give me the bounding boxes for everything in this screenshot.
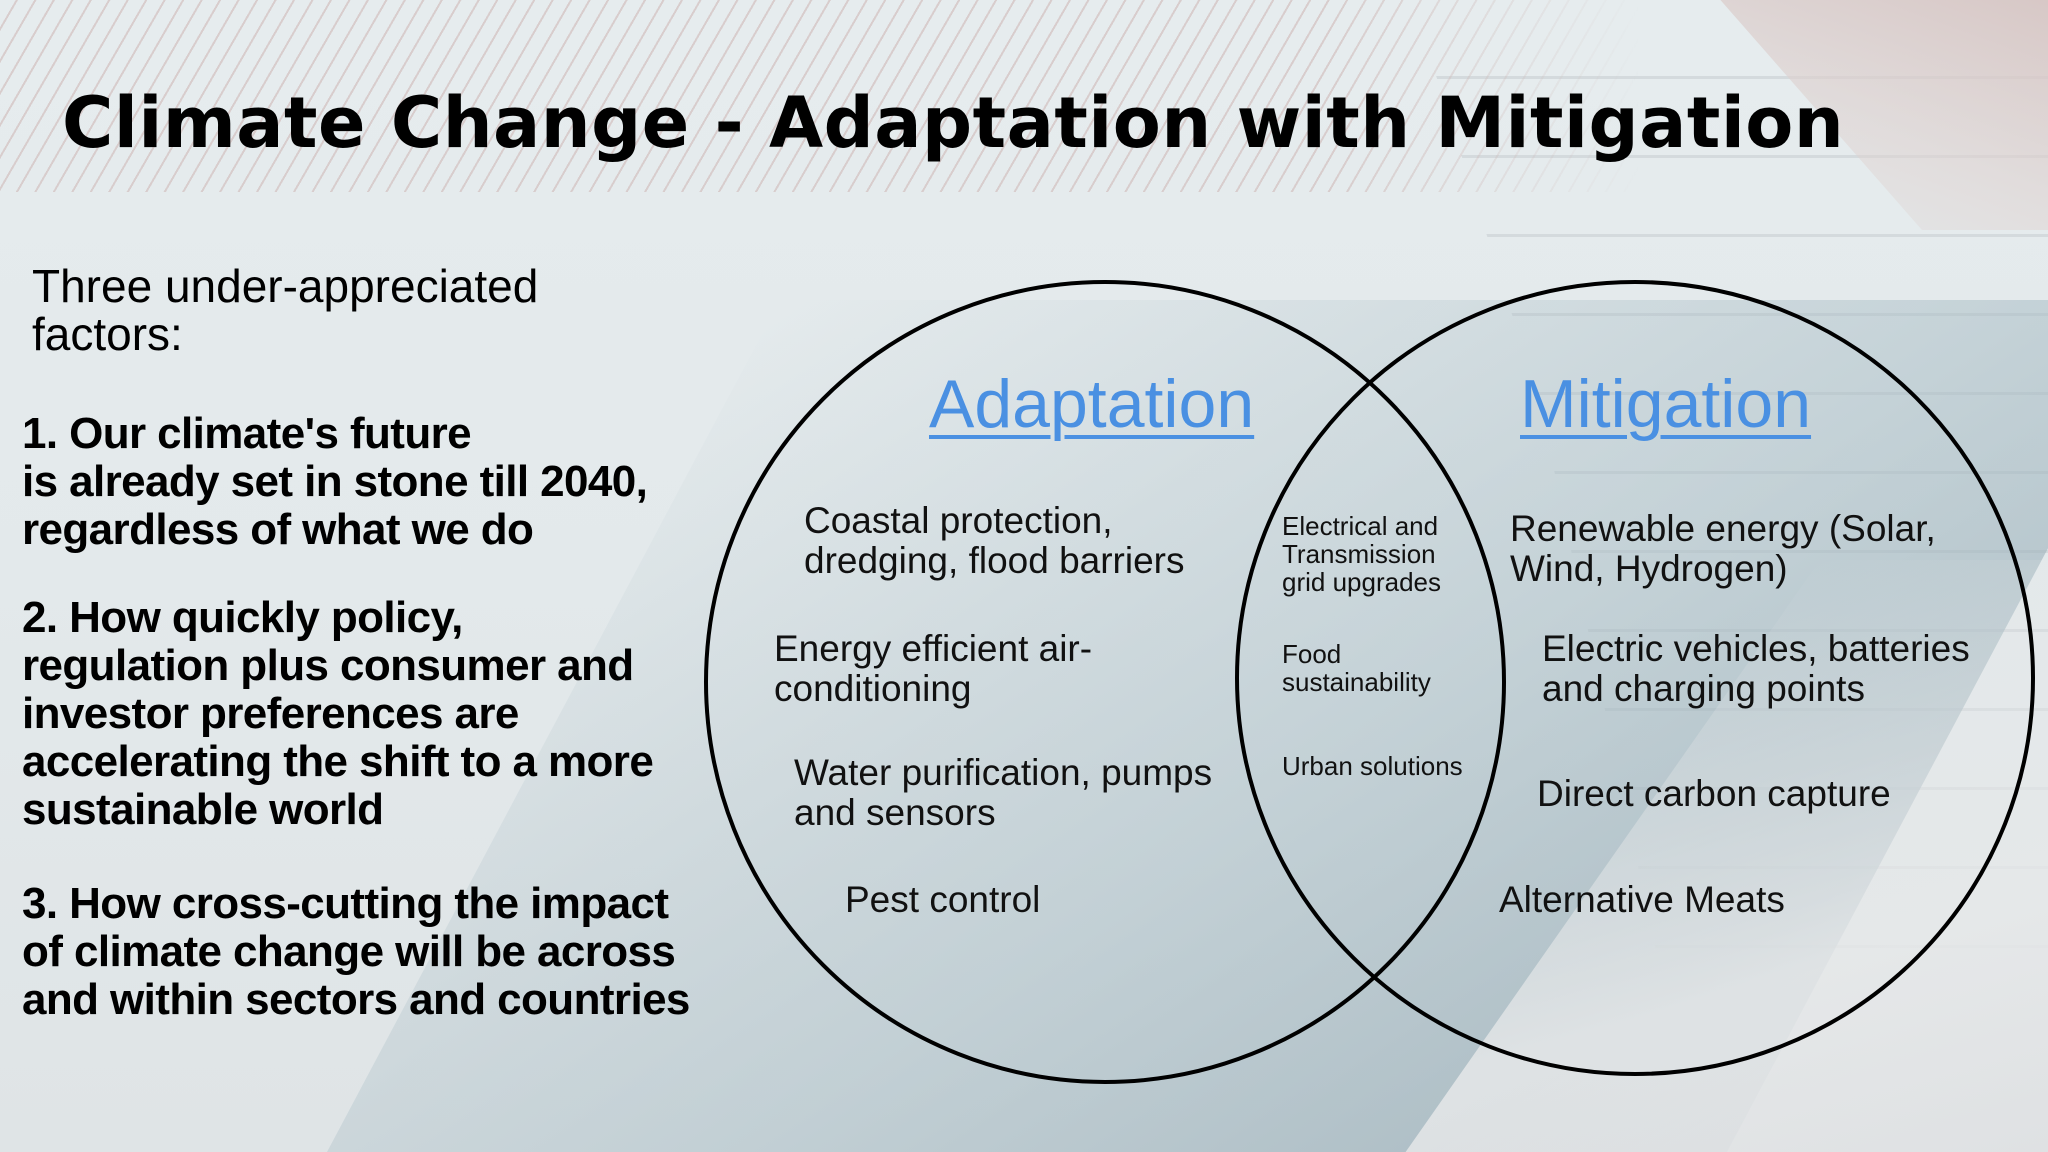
adaptation-item: Energy efficient air- conditioning bbox=[774, 629, 1092, 709]
mitigation-item: Direct carbon capture bbox=[1537, 774, 1891, 814]
factor-1-line: 1. Our climate's future bbox=[22, 409, 472, 458]
mitigation-item: Electric vehicles, batteries and chargin… bbox=[1542, 629, 1970, 709]
item-line: Electric vehicles, batteries bbox=[1542, 628, 1970, 669]
factor-3-line: of climate change will be across bbox=[22, 927, 676, 976]
factor-2-line: investor preferences are bbox=[22, 689, 519, 738]
item-line: and charging points bbox=[1542, 668, 1865, 709]
intersection-item: Food sustainability bbox=[1282, 640, 1431, 696]
item-line: Electrical and bbox=[1282, 511, 1439, 541]
mitigation-item: Renewable energy (Solar, Wind, Hydrogen) bbox=[1510, 509, 1936, 589]
item-line: Alternative Meats bbox=[1499, 879, 1785, 920]
adaptation-circle bbox=[704, 280, 1506, 1084]
mitigation-label: Mitigation bbox=[1520, 366, 1812, 442]
factor-1-line: is already set in stone till 2040, bbox=[22, 457, 648, 506]
factor-3-line: 3. How cross-cutting the impact bbox=[22, 879, 669, 928]
item-line: Pest control bbox=[845, 879, 1041, 920]
item-line: sustainability bbox=[1282, 667, 1431, 697]
item-line: Transmission bbox=[1282, 539, 1436, 569]
factor-3-line: and within sectors and countries bbox=[22, 975, 690, 1024]
adaptation-item: Water purification, pumps and sensors bbox=[794, 753, 1212, 833]
item-line: Energy efficient air- bbox=[774, 628, 1093, 669]
factor-2-line: sustainable world bbox=[22, 785, 384, 834]
item-line: Wind, Hydrogen) bbox=[1510, 548, 1788, 589]
item-line: grid upgrades bbox=[1282, 567, 1441, 597]
item-line: Coastal protection, bbox=[804, 500, 1113, 541]
item-line: Direct carbon capture bbox=[1537, 773, 1891, 814]
factor-1: 1. Our climate's future is already set i… bbox=[22, 410, 722, 554]
factor-2: 2. How quickly policy, regulation plus c… bbox=[22, 594, 722, 834]
factors-column: Three under-appreciated factors: 1. Our … bbox=[22, 260, 742, 1024]
intersection-item: Urban solutions bbox=[1282, 752, 1463, 780]
adaptation-item: Pest control bbox=[845, 880, 1040, 920]
item-line: Urban solutions bbox=[1282, 751, 1463, 781]
mitigation-item: Alternative Meats bbox=[1499, 880, 1785, 920]
item-line: conditioning bbox=[774, 668, 972, 709]
factors-intro: Three under-appreciated factors: bbox=[32, 260, 539, 360]
item-line: Water purification, pumps bbox=[794, 752, 1213, 793]
adaptation-label: Adaptation bbox=[929, 366, 1255, 442]
item-line: Renewable energy (Solar, bbox=[1510, 508, 1936, 549]
factor-2-line: regulation plus consumer and bbox=[22, 641, 634, 690]
item-line: and sensors bbox=[794, 792, 996, 833]
slide-title: Climate Change - Adaptation with Mitigat… bbox=[62, 81, 1845, 164]
factor-1-line: regardless of what we do bbox=[22, 505, 534, 554]
adaptation-item: Coastal protection, dredging, flood barr… bbox=[804, 501, 1185, 581]
factor-3: 3. How cross-cutting the impact of clima… bbox=[22, 880, 742, 1024]
mitigation-circle bbox=[1235, 280, 2035, 1076]
header-stripe-band bbox=[0, 0, 2048, 192]
item-line: dredging, flood barriers bbox=[804, 540, 1185, 581]
item-line: Food bbox=[1282, 639, 1342, 669]
factor-2-line: accelerating the shift to a more bbox=[22, 737, 654, 786]
factor-2-line: 2. How quickly policy, bbox=[22, 593, 463, 642]
intersection-item: Electrical and Transmission grid upgrade… bbox=[1282, 512, 1441, 596]
